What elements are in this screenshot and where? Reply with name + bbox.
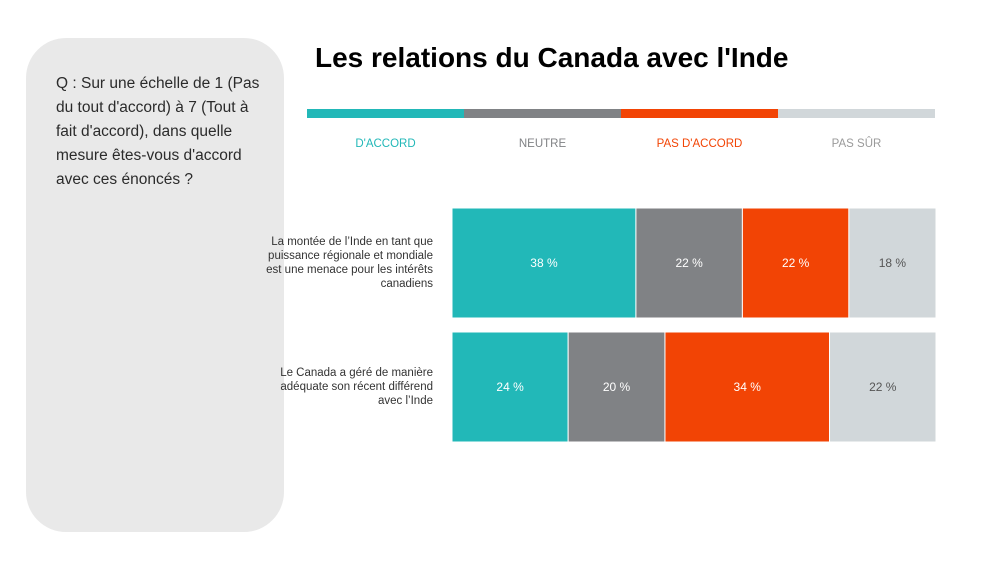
category-label-row-1: La montée de l’Inde en tant que puissanc… xyxy=(266,236,433,290)
legend-swatch-pas-d-accord xyxy=(621,109,778,118)
data-label-pas-d-accord-row-2: 34 % xyxy=(734,380,762,394)
legend-label-neutre: NEUTRE xyxy=(519,138,567,150)
data-label-d-accord-row-2: 24 % xyxy=(496,380,524,394)
chart-title: Les relations du Canada avec l'Inde xyxy=(315,42,789,73)
question-text: Q : Sur une échelle de 1 (Pas du tout d'… xyxy=(56,75,260,188)
legend-swatch-pas-sur xyxy=(778,109,935,118)
data-label-neutre-row-1: 22 % xyxy=(675,256,703,270)
bar-pas-d-accord-row-2 xyxy=(664,331,831,443)
legend-swatch-neutre xyxy=(464,109,621,118)
chart-legend: D'ACCORD NEUTRE PAS D'ACCORD PAS SÛR xyxy=(307,109,935,150)
category-label-row-2: Le Canada a géré de manière adéquate son… xyxy=(280,367,433,407)
bar-neutre-row-2 xyxy=(567,331,666,443)
bar-d-accord-row-2 xyxy=(451,331,569,443)
legend-label-pas-d-accord: PAS D'ACCORD xyxy=(657,138,743,150)
bar-pas-d-accord-row-1 xyxy=(741,207,850,319)
data-label-pas-d-accord-row-1: 22 % xyxy=(782,256,810,270)
bar-pas-sur-row-2 xyxy=(829,331,937,443)
legend-label-pas-sur: PAS SÛR xyxy=(832,137,882,150)
data-label-pas-sur-row-2: 22 % xyxy=(869,380,897,394)
data-label-neutre-row-2: 20 % xyxy=(603,380,631,394)
question-panel: Q : Sur une échelle de 1 (Pas du tout d'… xyxy=(26,38,284,532)
data-label-pas-sur-row-1: 18 % xyxy=(879,256,907,270)
bar-pas-sur-row-1 xyxy=(848,207,937,319)
data-label-d-accord-row-1: 38 % xyxy=(530,256,558,270)
legend-swatch-d-accord xyxy=(307,109,464,118)
legend-label-d-accord: D'ACCORD xyxy=(355,138,415,150)
bar-d-accord-row-1 xyxy=(451,207,637,319)
bar-neutre-row-1 xyxy=(635,207,743,319)
